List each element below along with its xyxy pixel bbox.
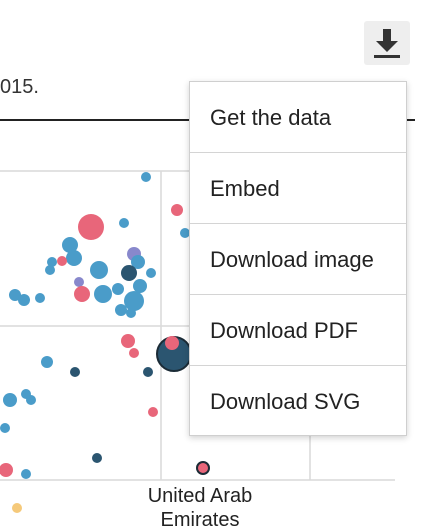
- data-point[interactable]: [171, 204, 183, 216]
- data-point[interactable]: [115, 304, 127, 316]
- data-point[interactable]: [121, 334, 135, 348]
- data-point[interactable]: [0, 423, 10, 433]
- data-point[interactable]: [41, 356, 53, 368]
- menu-item-download-svg[interactable]: Download SVG: [210, 389, 361, 414]
- gridlines: [0, 170, 395, 481]
- data-point[interactable]: [196, 461, 210, 475]
- data-point[interactable]: [143, 367, 153, 377]
- data-point[interactable]: [78, 214, 104, 240]
- download-button[interactable]: [364, 21, 410, 65]
- menu-item-get-data[interactable]: Get the data: [190, 82, 406, 153]
- data-point[interactable]: [66, 250, 82, 266]
- data-point[interactable]: [74, 277, 84, 287]
- point-label-uae: United Arab Emirates: [147, 485, 253, 531]
- data-point[interactable]: [141, 172, 151, 182]
- data-point[interactable]: [45, 265, 55, 275]
- data-point[interactable]: [70, 367, 80, 377]
- data-point[interactable]: [26, 395, 36, 405]
- data-point[interactable]: [62, 237, 78, 253]
- data-point[interactable]: [90, 261, 108, 279]
- data-point[interactable]: [165, 336, 179, 350]
- data-point[interactable]: [133, 279, 147, 293]
- data-point[interactable]: [129, 348, 139, 358]
- data-point[interactable]: [18, 294, 30, 306]
- data-point[interactable]: [131, 255, 145, 269]
- data-point[interactable]: [146, 268, 156, 278]
- data-point[interactable]: [124, 291, 144, 311]
- data-point[interactable]: [180, 228, 190, 238]
- data-point[interactable]: [0, 463, 13, 477]
- data-point[interactable]: [112, 283, 124, 295]
- data-point[interactable]: [3, 393, 17, 407]
- data-point[interactable]: [74, 286, 90, 302]
- menu-item-download-pdf[interactable]: Download PDF: [190, 295, 406, 366]
- download-menu: Get the data Embed Download image Downlo…: [189, 81, 407, 436]
- data-point[interactable]: [126, 308, 136, 318]
- data-point[interactable]: [12, 503, 22, 513]
- data-point[interactable]: [47, 257, 57, 267]
- chart-subtitle-fragment: 015.: [0, 76, 39, 98]
- menu-item-embed[interactable]: Embed: [190, 153, 406, 224]
- data-point[interactable]: [148, 407, 158, 417]
- data-point[interactable]: [119, 218, 129, 228]
- data-point[interactable]: [57, 256, 67, 266]
- data-point[interactable]: [9, 289, 21, 301]
- menu-item-download-image[interactable]: Download image: [190, 224, 406, 295]
- download-icon: [374, 29, 400, 58]
- data-point[interactable]: [92, 453, 102, 463]
- data-point[interactable]: [94, 285, 112, 303]
- data-point[interactable]: [21, 469, 31, 479]
- data-point[interactable]: [121, 265, 137, 281]
- data-point[interactable]: [35, 293, 45, 303]
- data-points: [0, 172, 210, 513]
